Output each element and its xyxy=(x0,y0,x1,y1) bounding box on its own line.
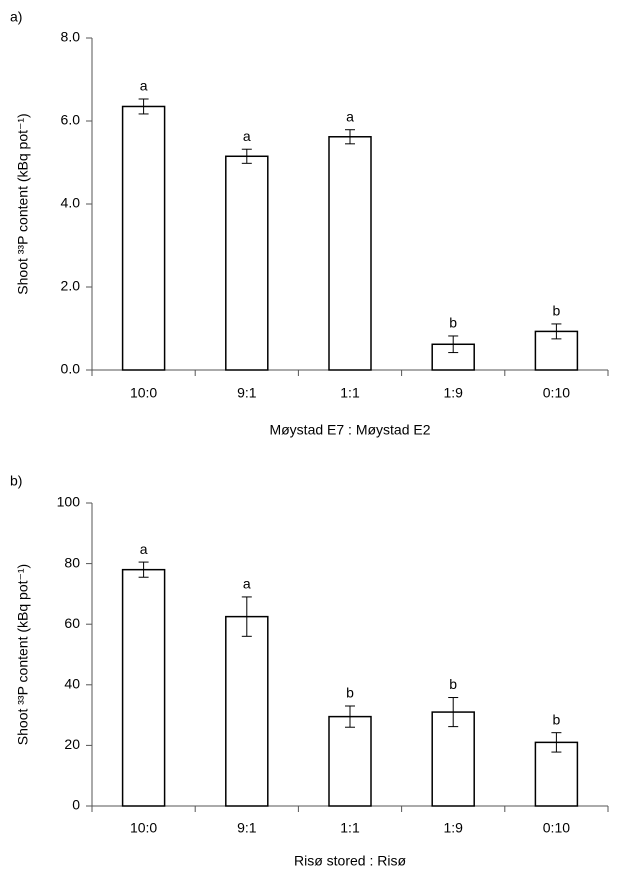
x-tick-label: 0:10 xyxy=(543,385,570,401)
panel-label: b) xyxy=(10,473,22,489)
y-axis-title: Shoot ³³P content (kBq pot⁻¹) xyxy=(15,564,31,745)
x-tick-label: 0:10 xyxy=(543,820,570,836)
y-tick-label: 6.0 xyxy=(61,112,81,128)
significance-letter: a xyxy=(140,78,148,94)
y-tick-label: 40 xyxy=(64,676,80,692)
x-tick-label: 9:1 xyxy=(237,385,257,401)
significance-letter: a xyxy=(243,128,251,144)
bar xyxy=(121,568,166,807)
y-tick-label: 2.0 xyxy=(61,278,81,294)
x-tick-label: 10:0 xyxy=(130,820,157,836)
significance-letter: b xyxy=(346,685,354,701)
x-tick-label: 1:1 xyxy=(340,820,360,836)
x-tick-label: 1:9 xyxy=(443,820,463,836)
y-tick-label: 4.0 xyxy=(61,195,81,211)
y-tick-label: 80 xyxy=(64,554,80,570)
bar xyxy=(534,741,579,807)
significance-letter: b xyxy=(553,711,561,727)
x-tick-label: 10:0 xyxy=(130,385,157,401)
significance-letter: b xyxy=(449,676,457,692)
bar xyxy=(328,715,372,807)
x-tick-label: 1:9 xyxy=(443,385,463,401)
bar xyxy=(121,105,166,371)
x-axis-title: Risø stored : Risø xyxy=(294,853,406,869)
panel-label: a) xyxy=(10,9,22,25)
y-tick-label: 8.0 xyxy=(61,29,81,45)
significance-letter: a xyxy=(346,108,354,124)
bar xyxy=(328,136,372,371)
significance-letter: a xyxy=(140,541,148,557)
x-axis-title: Møystad E7 : Møystad E2 xyxy=(269,422,430,438)
significance-letter: b xyxy=(449,315,457,331)
bar xyxy=(431,711,475,807)
y-tick-label: 100 xyxy=(57,494,81,510)
significance-letter: a xyxy=(243,576,251,592)
y-axis-title: Shoot ³³P content (kBq pot⁻¹) xyxy=(15,113,31,294)
y-tick-label: 0 xyxy=(72,797,80,813)
y-tick-label: 0.0 xyxy=(61,361,81,377)
y-tick-label: 20 xyxy=(64,736,80,752)
y-tick-label: 60 xyxy=(64,615,80,631)
bar xyxy=(225,155,269,371)
x-tick-label: 9:1 xyxy=(237,820,257,836)
bar xyxy=(225,615,269,807)
x-tick-label: 1:1 xyxy=(340,385,360,401)
significance-letter: b xyxy=(553,303,561,319)
